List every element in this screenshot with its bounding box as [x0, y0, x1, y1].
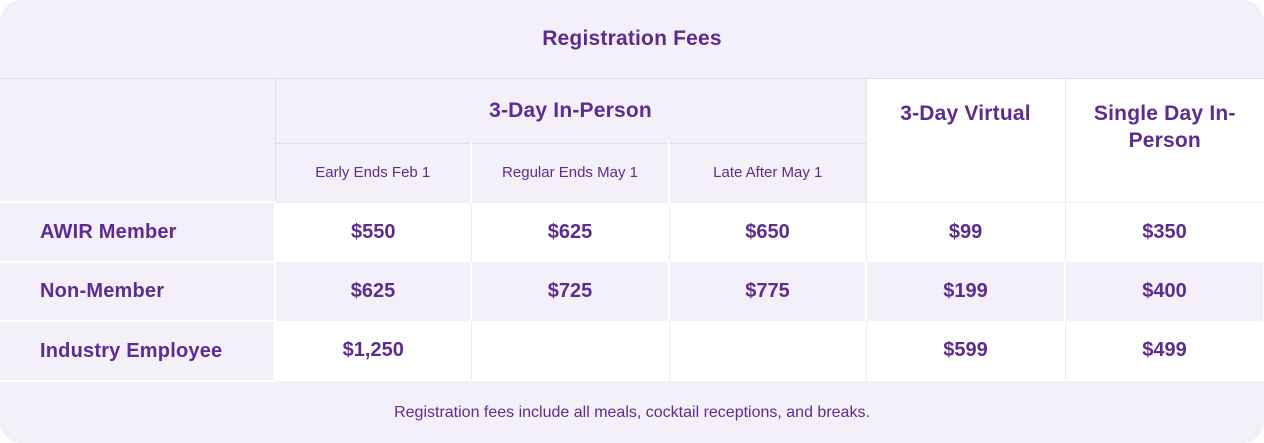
fee-cell: $650	[669, 202, 867, 263]
registration-fees-table: 3-Day In-Person 3-Day Virtual Single Day…	[0, 79, 1264, 382]
fee-cell: $499	[1065, 321, 1264, 382]
fee-cell-empty	[471, 321, 670, 382]
fee-cell: $350	[1065, 202, 1264, 263]
fee-cell: $550	[275, 202, 472, 263]
row-label: Non-Member	[0, 262, 276, 322]
fee-cell: $1,250	[275, 321, 472, 382]
subheader-late: Late After May 1	[669, 143, 867, 203]
table-row-awir-member: AWIR Member $550 $625 $650 $99 $350	[0, 202, 1264, 263]
column-header-single-day: Single Day In-Person	[1064, 79, 1264, 203]
fee-cell: $725	[471, 262, 670, 321]
corner-header-cell	[0, 79, 276, 203]
row-label: Industry Employee	[0, 321, 276, 382]
header-row-sub: Early Ends Feb 1 Regular Ends May 1 Late…	[0, 143, 1264, 203]
fee-cell: $199	[866, 262, 1067, 321]
footnote: Registration fees include all meals, coc…	[0, 382, 1264, 443]
table-row-industry-employee: Industry Employee $1,250 $599 $499	[0, 321, 1264, 382]
fee-cell: $775	[669, 262, 868, 321]
subheader-early: Early Ends Feb 1	[275, 143, 472, 203]
fee-cell: $625	[471, 202, 670, 263]
fee-cell: $599	[866, 321, 1066, 382]
subheader-regular: Regular Ends May 1	[471, 143, 670, 203]
row-label: AWIR Member	[0, 202, 276, 263]
column-header-3day-virtual: 3-Day Virtual	[865, 79, 1066, 203]
fee-cell: $99	[866, 202, 1066, 263]
group-header-3day-inperson: 3-Day In-Person	[275, 79, 867, 144]
fee-cell: $400	[1065, 262, 1264, 321]
card-title: Registration Fees	[0, 0, 1264, 79]
header-row-main: 3-Day In-Person 3-Day Virtual Single Day…	[0, 79, 1264, 203]
table-row-non-member: Non-Member $625 $725 $775 $199 $400	[0, 262, 1264, 322]
fee-cell-empty	[669, 321, 867, 382]
fee-cell: $625	[275, 262, 472, 321]
